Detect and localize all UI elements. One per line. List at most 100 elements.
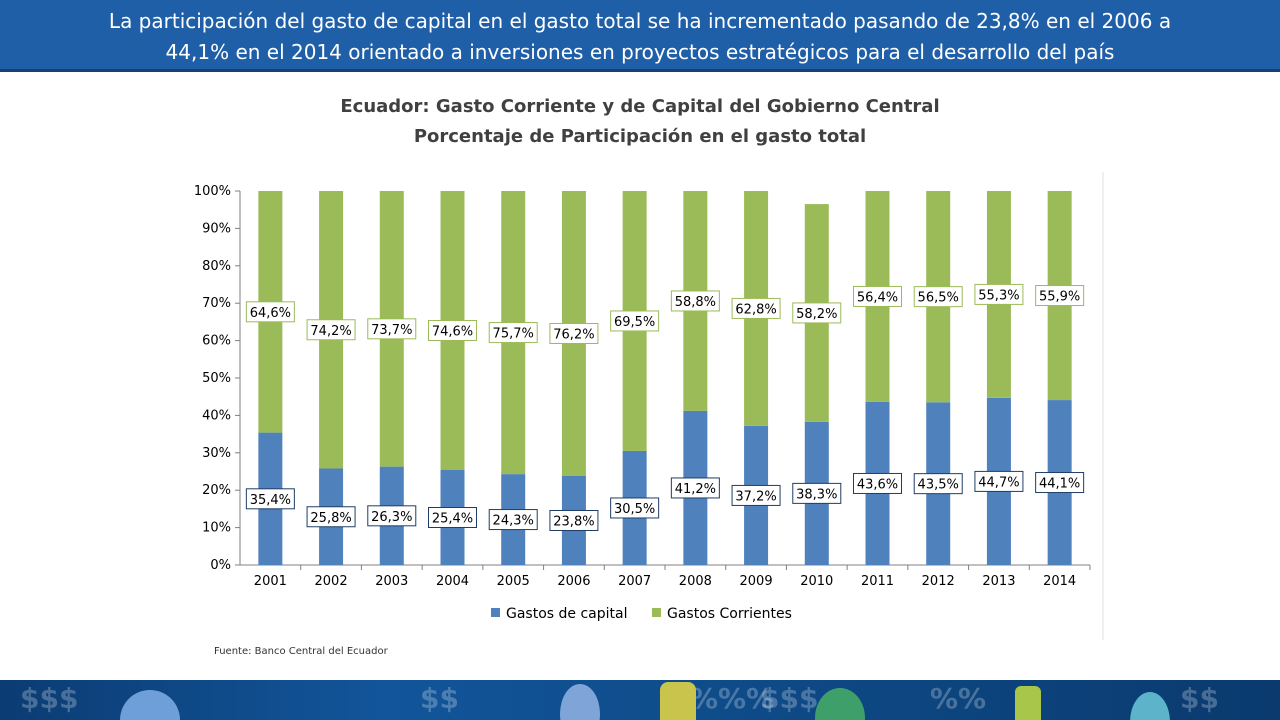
y-tick-label: 20%	[202, 483, 231, 498]
headline-line-2: 44,1% en el 2014 orientado a inversiones…	[165, 40, 1115, 64]
data-label-box-corrientes	[549, 322, 599, 344]
y-tick-label: 100%	[194, 184, 231, 199]
data-label-gastos-corrientes: 74,2%	[310, 324, 351, 339]
footer-dollar-pattern-icon: $$$	[20, 682, 79, 715]
data-label-box-corrientes	[974, 283, 1024, 305]
data-label-box-capital	[428, 507, 477, 529]
data-label-box-capital	[1035, 472, 1085, 494]
data-label-box-capital	[549, 509, 599, 531]
data-label-box-corrientes	[1035, 285, 1085, 307]
data-label-box-corrientes	[670, 290, 720, 312]
data-label-box-capital	[974, 470, 1024, 492]
data-label-box-capital	[670, 477, 720, 499]
x-tick-label: 2003	[375, 574, 408, 589]
footer-percent-pattern-icon: %%	[930, 682, 987, 715]
data-label-box-capital	[731, 484, 781, 506]
data-label-box-corrientes	[488, 322, 538, 344]
chart-title: Ecuador: Gasto Corriente y de Capital de…	[340, 96, 940, 117]
data-label-box-capital	[488, 509, 538, 531]
data-label-box-capital	[367, 505, 417, 527]
x-tick-label: 2012	[922, 574, 955, 589]
data-label-box-corrientes	[913, 286, 963, 308]
y-tick-label: 40%	[202, 408, 231, 423]
data-label-gastos-capital: 26,3%	[371, 510, 412, 525]
data-label-box-capital	[306, 506, 356, 528]
data-label-gastos-capital: 43,5%	[918, 478, 959, 493]
data-label-box-corrientes	[245, 301, 295, 323]
data-label-box-corrientes	[731, 297, 781, 319]
data-label-gastos-capital: 25,8%	[310, 511, 351, 526]
data-label-box-corrientes	[792, 302, 842, 324]
footer-shape	[660, 682, 696, 720]
data-label-gastos-capital: 37,2%	[735, 489, 776, 504]
data-label-gastos-capital: 44,7%	[978, 475, 1019, 490]
x-tick-label: 2005	[497, 574, 530, 589]
data-label-gastos-capital: 35,4%	[250, 493, 291, 508]
footer-dollar-pattern-icon: $$	[420, 682, 459, 715]
footer-shape	[120, 690, 180, 720]
chart-subtitle: Porcentaje de Participación en el gasto …	[413, 126, 867, 147]
data-label-gastos-corrientes: 76,2%	[553, 327, 594, 342]
source-note: Fuente: Banco Central del Ecuador	[214, 646, 388, 657]
data-label-box-capital	[610, 497, 660, 519]
x-tick-label: 2013	[982, 574, 1015, 589]
x-tick-label: 2011	[861, 574, 894, 589]
data-label-box-corrientes	[306, 319, 356, 341]
data-label-gastos-corrientes: 55,3%	[978, 288, 1019, 303]
data-label-gastos-capital: 38,3%	[796, 487, 837, 502]
data-label-gastos-corrientes: 74,6%	[432, 325, 473, 340]
data-label-box-capital	[913, 473, 963, 495]
data-label-gastos-capital: 25,4%	[432, 512, 473, 527]
footer-dollar-pattern-icon: $$	[1180, 682, 1219, 715]
legend-swatch-corrientes	[652, 608, 661, 617]
x-tick-label: 2014	[1043, 574, 1076, 589]
data-label-gastos-corrientes: 56,4%	[857, 290, 898, 305]
footer-shape	[560, 684, 600, 720]
footer-percent-pattern-icon: %%%	[690, 682, 775, 715]
legend-swatch-capital	[491, 608, 500, 617]
legend-label-capital: Gastos de capital	[506, 606, 627, 622]
data-label-box-capital	[853, 472, 902, 494]
data-label-box-corrientes	[428, 320, 477, 342]
data-label-gastos-capital: 44,1%	[1039, 477, 1080, 492]
data-label-gastos-corrientes: 55,9%	[1039, 290, 1080, 305]
data-label-gastos-corrientes: 69,5%	[614, 315, 655, 330]
headline-line-1: La participación del gasto de capital en…	[108, 9, 1172, 33]
footer-dollar-pattern-icon: $$$	[760, 682, 819, 715]
y-tick-label: 80%	[202, 259, 231, 274]
x-tick-label: 2001	[254, 574, 287, 589]
data-label-gastos-corrientes: 58,8%	[675, 295, 716, 310]
stacked-bar-chart: 0% 10% 20% 30% 40% 50% 60% 70% 80% 90% 100% 2001 35,…	[176, 172, 1104, 640]
x-tick-label: 2010	[800, 574, 833, 589]
data-label-box-corrientes	[610, 310, 660, 332]
x-tick-label: 2009	[740, 574, 773, 589]
x-tick-label: 2008	[679, 574, 712, 589]
data-label-gastos-corrientes: 62,8%	[735, 302, 776, 317]
footer-decoration: $$$ $$ %%% $$$ %% $$	[0, 680, 1280, 720]
legend-label-corrientes: Gastos Corrientes	[667, 606, 792, 622]
data-label-box-corrientes	[853, 285, 902, 307]
y-tick-label: 30%	[202, 446, 231, 461]
x-tick-label: 2002	[315, 574, 348, 589]
data-label-gastos-capital: 24,3%	[493, 514, 534, 529]
x-tick-label: 2007	[618, 574, 651, 589]
footer-shape	[815, 688, 865, 720]
headline-banner: La participación del gasto de capital en…	[0, 0, 1280, 72]
data-label-gastos-capital: 41,2%	[675, 482, 716, 497]
footer-shape	[1015, 686, 1041, 720]
data-label-gastos-capital: 23,8%	[553, 514, 594, 529]
data-label-gastos-corrientes: 56,5%	[918, 291, 959, 306]
data-label-box-capital	[245, 488, 295, 510]
data-label-gastos-capital: 30,5%	[614, 502, 655, 517]
x-tick-label: 2006	[557, 574, 590, 589]
data-label-gastos-corrientes: 64,6%	[250, 306, 291, 321]
y-tick-label: 10%	[202, 521, 231, 536]
data-label-gastos-corrientes: 73,7%	[371, 323, 412, 338]
footer-shape	[1130, 692, 1170, 720]
y-tick-label: 0%	[210, 558, 231, 573]
data-label-gastos-capital: 43,6%	[857, 477, 898, 492]
data-label-gastos-corrientes: 75,7%	[493, 327, 534, 342]
data-label-gastos-corrientes: 58,2%	[796, 307, 837, 322]
y-tick-label: 70%	[202, 296, 231, 311]
x-tick-label: 2004	[436, 574, 469, 589]
